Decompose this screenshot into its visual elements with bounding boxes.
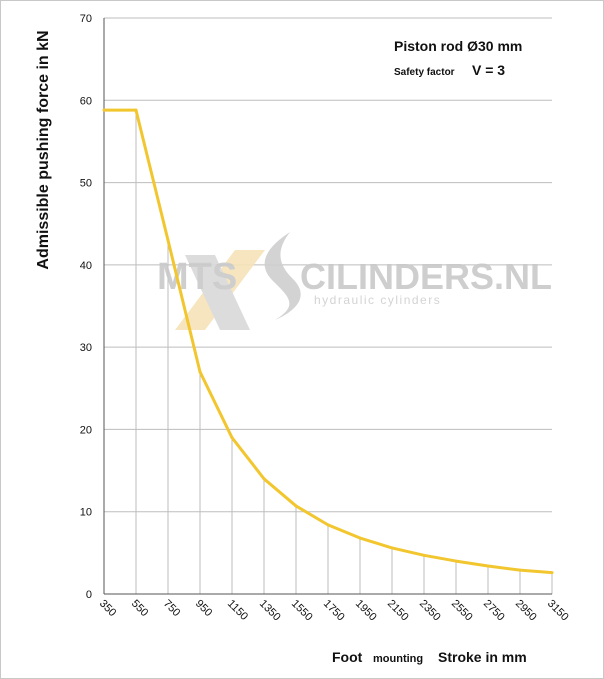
- y-tick-label: 20: [80, 424, 92, 436]
- series-point: [390, 546, 394, 550]
- y-tick-label: 70: [80, 13, 92, 25]
- x-tick-label: 2350: [417, 598, 443, 624]
- watermark-brand-right: CILINDERS.NL: [300, 256, 552, 297]
- x-tick-label: 2950: [513, 598, 539, 624]
- annotation-safety-factor-value: V = 3: [472, 62, 505, 78]
- x-tick-label: 1750: [321, 598, 347, 624]
- x-tick-label: 2150: [385, 598, 411, 624]
- x-tick-label: 1150: [225, 598, 250, 623]
- series-point: [262, 477, 266, 481]
- y-tick-label: 0: [86, 589, 92, 601]
- y-tick-label: 40: [80, 260, 92, 272]
- x-tick-label: 1550: [289, 598, 315, 624]
- annotation-piston-rod: Piston rod Ø30 mm: [394, 38, 522, 54]
- series-point: [326, 523, 330, 527]
- watermark-swoosh: [264, 232, 301, 320]
- x-tick-label: 350: [97, 598, 118, 619]
- watermark-tagline: hydraulic cylinders: [314, 293, 441, 307]
- x-label-mounting: mounting: [373, 653, 423, 665]
- series-point: [550, 571, 554, 575]
- y-axis-label: Admissible pushing force in kN: [35, 30, 52, 269]
- series-point: [198, 370, 202, 374]
- series-point: [518, 568, 522, 572]
- series-point: [454, 559, 458, 563]
- series-point: [166, 238, 170, 242]
- series-point: [294, 504, 298, 508]
- series-point: [134, 108, 138, 112]
- watermark-brand-left: MTS: [157, 256, 237, 298]
- x-tick-label: 1350: [257, 598, 283, 624]
- x-tick-label: 750: [161, 598, 182, 619]
- y-tick-labels: 0 10 20 30 40 50 60 70: [80, 13, 92, 601]
- x-label-foot: Foot: [332, 649, 363, 665]
- x-tick-label: 1950: [353, 598, 379, 624]
- x-tick-label: 3150: [545, 598, 571, 624]
- watermark-logo: MTS CILINDERS.NL hydraulic cylinders: [157, 232, 552, 330]
- x-tick-label: 550: [129, 598, 150, 619]
- annotation-safety-factor-label: Safety factor: [394, 67, 455, 78]
- series-point: [422, 553, 426, 557]
- x-label-stroke: Stroke in mm: [438, 649, 527, 665]
- series-point: [230, 436, 234, 440]
- y-tick-label: 30: [80, 342, 92, 354]
- y-tick-label: 60: [80, 95, 92, 107]
- series-point: [486, 564, 490, 568]
- series-point: [358, 536, 362, 540]
- y-tick-label: 10: [80, 507, 92, 519]
- y-tick-label: 50: [80, 178, 92, 190]
- horizontal-gridlines: [104, 17, 552, 513]
- x-tick-label: 2550: [449, 598, 475, 624]
- series-point: [102, 108, 106, 112]
- x-tick-labels: 350 550 750 950 1150 1350 1550 1750 1950 2150 2350…: [97, 598, 571, 624]
- plot-area: [104, 18, 552, 594]
- x-tick-label: 950: [193, 598, 214, 619]
- series-group: [102, 108, 554, 575]
- x-tick-label: 2750: [481, 598, 507, 624]
- watermark-x-stroke-2: [185, 255, 250, 330]
- vertical-gridlines: [135, 110, 553, 594]
